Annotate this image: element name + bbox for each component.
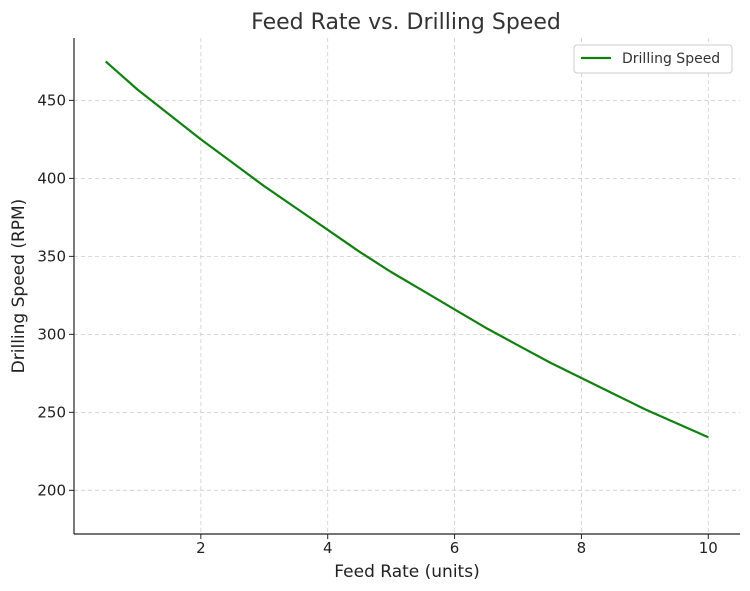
x-ticks: 2 4 6 8 10 bbox=[196, 534, 718, 557]
y-tick-label: 350 bbox=[37, 247, 66, 265]
y-ticks: 200 250 300 350 400 450 bbox=[37, 91, 74, 499]
y-axis-title: Drilling Speed (RPM) bbox=[9, 199, 29, 374]
grid bbox=[74, 38, 740, 534]
y-tick-label: 300 bbox=[37, 325, 66, 343]
x-tick-label: 8 bbox=[577, 539, 587, 557]
x-axis-title: Feed Rate (units) bbox=[334, 562, 479, 582]
x-tick-label: 6 bbox=[450, 539, 460, 557]
legend-label: Drilling Speed bbox=[622, 51, 720, 67]
y-tick-label: 450 bbox=[37, 91, 66, 109]
legend: Drilling Speed bbox=[573, 44, 733, 74]
series-layer bbox=[104, 60, 709, 439]
y-tick-label: 250 bbox=[37, 403, 66, 421]
y-tick-label: 400 bbox=[37, 169, 66, 187]
y-tick-label: 200 bbox=[37, 481, 66, 499]
x-tick-label: 2 bbox=[196, 539, 206, 557]
x-tick-label: 10 bbox=[699, 539, 718, 557]
x-tick-label: 4 bbox=[323, 539, 333, 557]
series-line bbox=[104, 60, 709, 439]
chart-title: Feed Rate vs. Drilling Speed bbox=[251, 10, 561, 35]
legend-box bbox=[573, 44, 733, 74]
